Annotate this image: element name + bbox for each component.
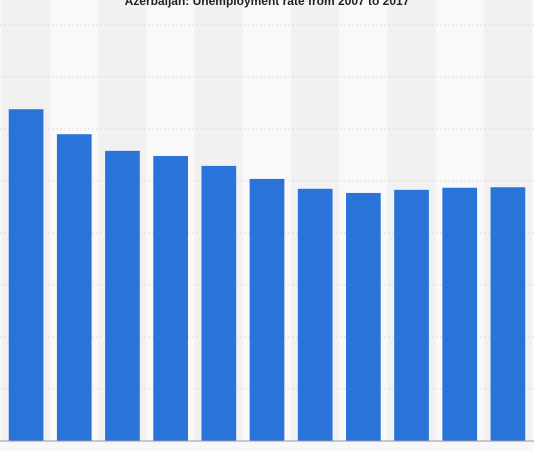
bar — [8, 109, 44, 442]
bar — [297, 188, 333, 441]
bar — [394, 189, 429, 441]
chart-title: Azerbaijan: Unemployment rate from 2007 … — [125, 0, 410, 8]
bar — [346, 192, 381, 441]
bar — [249, 178, 285, 442]
bar — [490, 187, 526, 441]
bar — [105, 150, 140, 441]
bar — [153, 156, 188, 442]
bar — [442, 187, 478, 441]
bar — [56, 134, 92, 441]
bar — [201, 165, 237, 442]
